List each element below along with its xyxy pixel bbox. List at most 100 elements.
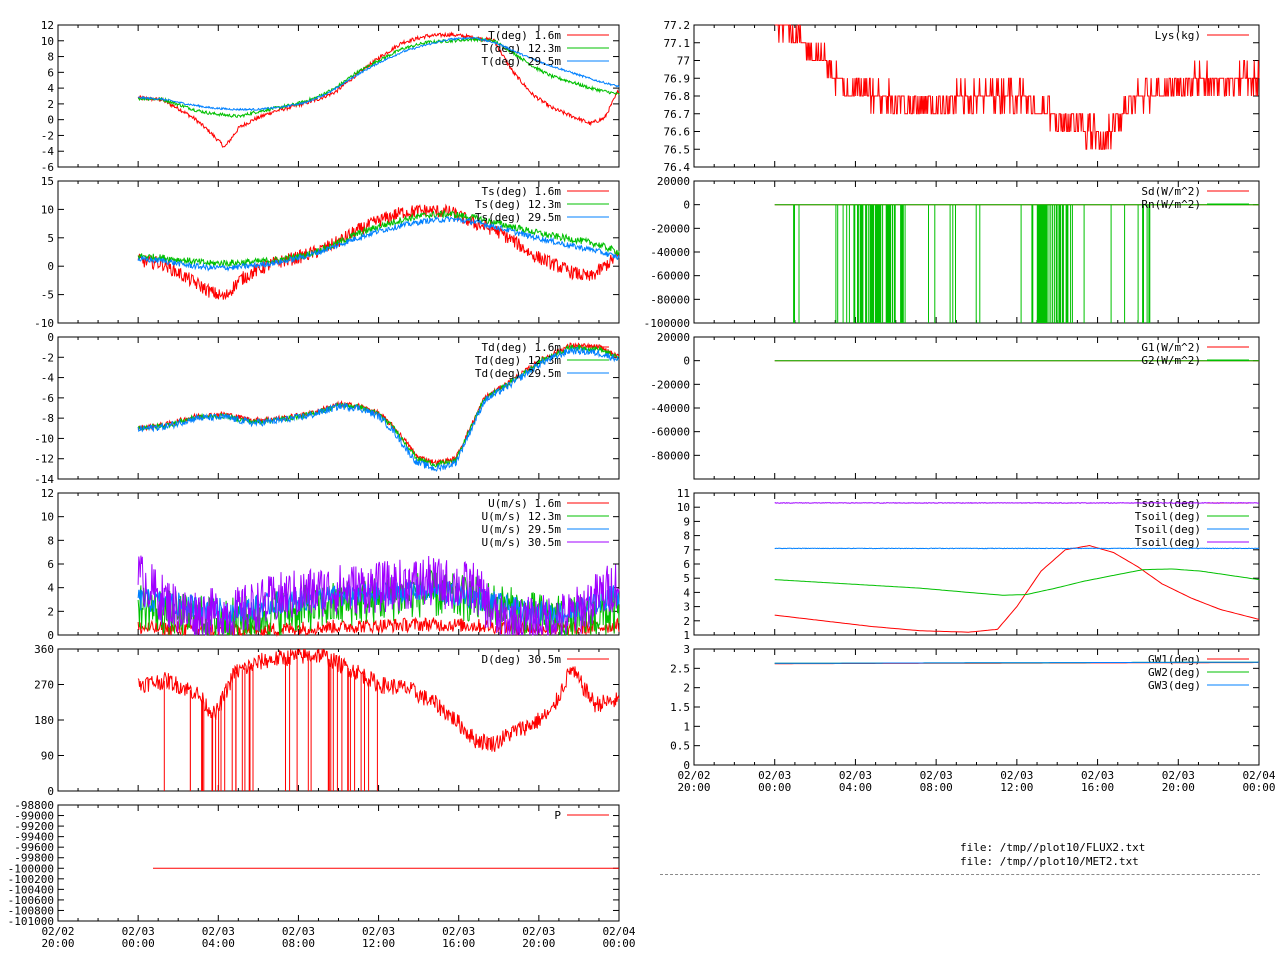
plot-ground-heat-flux: -80000 -60000 -40000 -20000 0 20000 G1(W/m^2)G… — [650, 331, 1260, 480]
x-tick-label: 02/02 — [677, 769, 710, 782]
y-tick-label: -98800 — [14, 799, 54, 812]
y-tick-label: 7 — [683, 544, 690, 557]
y-tick-label: 77.2 — [664, 19, 691, 32]
series-line-soil-temperature-0 — [774, 544, 1260, 633]
y-tick-label: 76.7 — [664, 108, 691, 121]
y-tick-label: 0 — [47, 114, 54, 127]
y-tick-label: -100400 — [8, 883, 54, 896]
y-tick-label: 9 — [683, 515, 690, 528]
plot-wind-direction: 0 90 180 270 360 D(deg) 30.5m — [34, 643, 620, 798]
y-tick-label: 76.4 — [664, 161, 691, 174]
legend-label: U(m/s) 29.5m — [482, 523, 562, 536]
legend-label: D(deg) 30.5m — [482, 653, 562, 666]
y-tick-label: 6 — [47, 66, 54, 79]
x-tick-label: 20:00 — [1162, 781, 1195, 794]
legend-label: Ts(deg) 1.6m — [482, 185, 562, 198]
legend-label: Sd(W/m^2) — [1141, 185, 1201, 198]
y-tick-label: -99800 — [14, 852, 54, 865]
x-tick-label: 02/03 — [202, 925, 235, 938]
plot-temperature: -6 -4 -2 0 2 4 6 8 10 12 T(deg) 1.6mT(deg) 12.3mT(… — [41, 19, 620, 174]
x-tick-label: 02/04 — [1242, 769, 1275, 782]
y-tick-label: 1.5 — [670, 701, 690, 714]
legend-label: GW1(deg) — [1148, 653, 1201, 666]
y-tick-label: -5 — [41, 289, 54, 302]
legend-label: Td(deg) 12.3m — [475, 354, 561, 367]
y-tick-label: -6 — [41, 161, 54, 174]
plot-lysimeter: 76.4 76.5 76.6 76.7 76.8 76.9 77 77.1 77.2 Lys(kg… — [664, 19, 1260, 174]
y-tick-label: -12 — [34, 453, 54, 466]
y-tick-label: 4 — [47, 82, 54, 95]
y-tick-label: 0 — [47, 785, 54, 798]
y-tick-label: 3 — [683, 643, 690, 656]
x-tick-label: 02/03 — [522, 925, 555, 938]
legend-label: U(m/s) 1.6m — [488, 497, 561, 510]
x-tick-label: 02/02 — [41, 925, 74, 938]
series-line-temperature-0 — [137, 31, 620, 148]
source-file-met: file: /tmp//plot10/MET2.txt — [960, 855, 1139, 868]
x-tick-label: 08:00 — [920, 781, 953, 794]
x-tick-label: 02/03 — [122, 925, 155, 938]
y-tick-label: -100200 — [8, 873, 54, 886]
y-tick-label: 2.5 — [670, 662, 690, 675]
x-tick-label: 00:00 — [758, 781, 791, 794]
y-tick-label: 0 — [47, 629, 54, 642]
y-tick-label: -10 — [34, 317, 54, 330]
y-tick-label: 10 — [41, 35, 54, 48]
x-tick-label: 02/03 — [758, 769, 791, 782]
y-tick-label: 11 — [677, 487, 690, 500]
y-tick-label: 10 — [41, 511, 54, 524]
y-tick-label: 270 — [34, 679, 54, 692]
x-tick-label: 02/03 — [282, 925, 315, 938]
legend-label: U(m/s) 30.5m — [482, 536, 562, 549]
x-tick-label: 12:00 — [1000, 781, 1033, 794]
x-tick-label: 02/03 — [362, 925, 395, 938]
separator-line — [660, 874, 1260, 875]
y-tick-label: 8 — [683, 530, 690, 543]
y-tick-label: -20000 — [650, 222, 690, 235]
x-tick-label: 02/03 — [1081, 769, 1114, 782]
plot-soil-temperature: 1234567891011Tsoil(deg)Tsoil(deg)Tsoil(d… — [677, 487, 1260, 642]
y-tick-label: -60000 — [650, 426, 690, 439]
y-tick-label: -40000 — [650, 246, 690, 259]
y-tick-label: 15 — [41, 175, 54, 188]
y-tick-label: 76.5 — [664, 143, 691, 156]
y-tick-label: 0 — [683, 759, 690, 772]
y-tick-label: -99600 — [14, 841, 54, 854]
legend-label: T(deg) 12.3m — [482, 42, 562, 55]
x-tick-label: 08:00 — [282, 937, 315, 950]
y-tick-label: -2 — [41, 129, 54, 142]
series-line-radiation-1 — [774, 204, 1259, 323]
y-tick-label: 0 — [683, 355, 690, 368]
y-tick-label: 6 — [683, 558, 690, 571]
series-line-temperature-1 — [138, 36, 620, 119]
series-line-sonic-temperature-1 — [137, 209, 620, 268]
y-tick-label: 2 — [683, 615, 690, 628]
x-tick-label: 20:00 — [41, 937, 74, 950]
y-tick-label: 3 — [683, 601, 690, 614]
y-tick-label: -99400 — [14, 831, 54, 844]
x-tick-label: 16:00 — [1081, 781, 1114, 794]
y-tick-label: 0 — [47, 331, 54, 344]
y-tick-label: 8 — [47, 534, 54, 547]
y-tick-label: 2 — [47, 98, 54, 111]
y-tick-label: -101000 — [8, 915, 54, 928]
legend-label: GW2(deg) — [1148, 666, 1201, 679]
legend-label: Td(deg) 1.6m — [482, 341, 562, 354]
legend-label: T(deg) 29.5m — [482, 55, 562, 68]
x-tick-label: 02/03 — [839, 769, 872, 782]
x-tick-label: 12:00 — [362, 937, 395, 950]
x-tick-label: 02/03 — [1162, 769, 1195, 782]
y-tick-label: -80000 — [650, 449, 690, 462]
y-tick-label: 2 — [47, 605, 54, 618]
legend-label: GW3(deg) — [1148, 679, 1201, 692]
series-line-soil-temperature-2 — [774, 547, 1260, 550]
legend-label: G2(W/m^2) — [1141, 354, 1201, 367]
y-tick-label: -6 — [41, 392, 54, 405]
x-tick-label: 00:00 — [122, 937, 155, 950]
y-tick-label: 1 — [683, 720, 690, 733]
x-tick-label: 00:00 — [602, 937, 635, 950]
y-tick-label: 6 — [47, 558, 54, 571]
